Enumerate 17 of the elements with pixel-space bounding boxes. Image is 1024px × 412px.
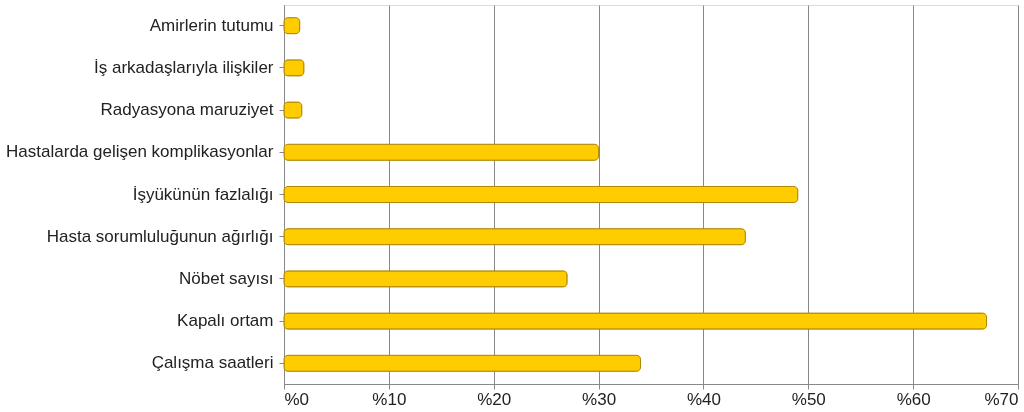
y-tick-label: Hastalarda gelişen komplikasyonlar xyxy=(6,142,274,162)
x-tick-label: %20 xyxy=(477,389,512,409)
y-tick-label: İş arkadaşlarıyla ilişkiler xyxy=(94,57,274,77)
x-tick-label: %0 xyxy=(284,389,310,409)
x-tick-label: %30 xyxy=(582,389,617,409)
x-tick-label: %60 xyxy=(896,389,931,409)
y-tick-label: Nöbet sayısı xyxy=(179,268,274,288)
x-tick-label: %50 xyxy=(791,389,826,409)
y-tick-label: Amirlerin tutumu xyxy=(149,15,274,35)
y-tick-label: Çalışma saatleri xyxy=(151,353,274,373)
y-tick-label: İşyükünün fazlalığı xyxy=(132,184,274,204)
x-tick-label: %70 xyxy=(984,389,1019,409)
x-tick-label: %10 xyxy=(372,389,407,409)
y-tick-label: Radyasyona maruziyet xyxy=(100,100,274,120)
x-tick-label: %40 xyxy=(686,389,721,409)
y-tick-label: Hasta sorumluluğunun ağırlığı xyxy=(46,226,274,246)
y-tick-label: Kapalı ortam xyxy=(177,311,274,331)
